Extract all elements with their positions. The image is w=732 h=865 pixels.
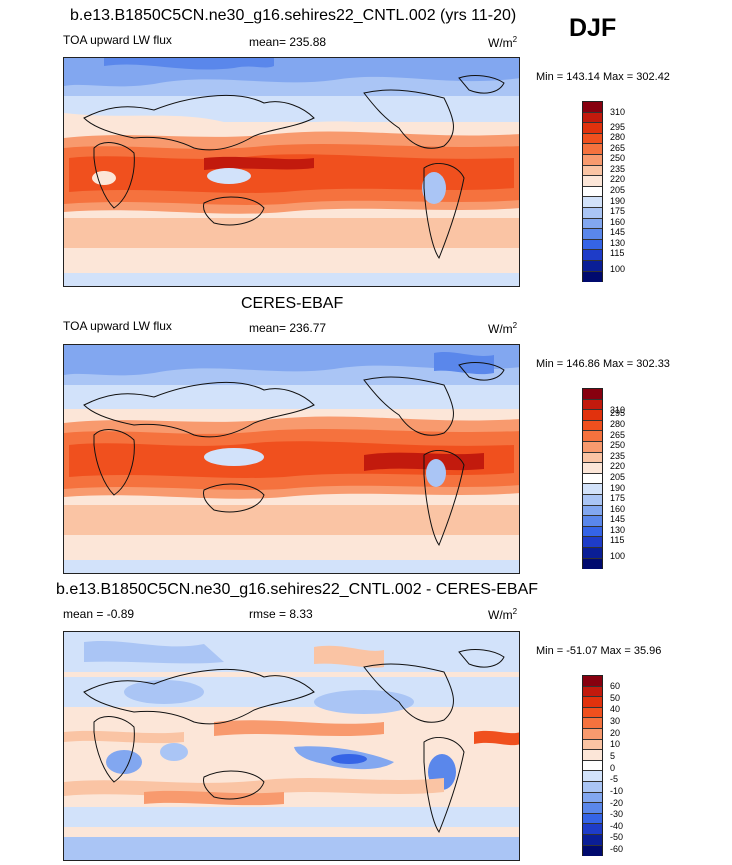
panel1-tick: 280 xyxy=(610,132,626,142)
panel2-map-plot xyxy=(64,345,519,573)
panel2-tick: 175 xyxy=(610,493,626,503)
panel1-tick: 235 xyxy=(610,164,626,174)
panel3-tick: 40 xyxy=(610,704,621,714)
panel3-tick: -20 xyxy=(610,798,624,808)
panel1-tick: 100 xyxy=(610,264,626,274)
panel3-tick: 60 xyxy=(610,681,621,691)
panel2-title: CERES-EBAF xyxy=(241,295,344,312)
panel1-title: b.e13.B1850C5CN.ne30_g16.sehires22_CNTL.… xyxy=(70,7,517,24)
panel1-tick: 145 xyxy=(610,227,626,237)
panel2-tick: 250 xyxy=(610,440,626,450)
panel1-tick: 220 xyxy=(610,174,626,184)
panel2-tick: 280 xyxy=(610,419,626,429)
panel3-rmse: rmse = 8.33 xyxy=(249,607,313,621)
panel1-tick: 115 xyxy=(610,248,625,258)
panel3-tick: -50 xyxy=(610,832,624,842)
panel2-tick: 205 xyxy=(610,472,626,482)
panel3-tick: 5 xyxy=(610,751,616,761)
panel3-tick: -5 xyxy=(610,774,619,784)
panel3-tick: 20 xyxy=(610,728,621,738)
panel2-tick: 220 xyxy=(610,461,626,471)
panel3-tick: -40 xyxy=(610,821,624,831)
panel2-tick: 310 xyxy=(610,405,626,415)
panel2-map xyxy=(63,344,520,574)
panel2-tick: 115 xyxy=(610,535,625,545)
panel3-map xyxy=(63,631,520,861)
panel1-tick: 310 xyxy=(610,107,626,117)
panel1-tick: 130 xyxy=(610,238,626,248)
panel3-tick: 0 xyxy=(610,763,616,773)
panel2-units: W/m2 xyxy=(488,321,518,336)
panel3-tick: 30 xyxy=(610,716,621,726)
panel1-tick: 205 xyxy=(610,185,626,195)
panel3-tick: 10 xyxy=(610,739,621,749)
panel3-tick: -10 xyxy=(610,786,624,796)
panel2-tick: 265 xyxy=(610,430,626,440)
panel1-variable: TOA upward LW flux xyxy=(63,33,172,47)
panel1-map-plot xyxy=(64,58,519,286)
panel3-colorbar xyxy=(582,675,603,857)
panel2-tick: 100 xyxy=(610,551,626,561)
panel1-tick: 250 xyxy=(610,153,626,163)
panel3-mean: mean = -0.89 xyxy=(63,607,135,621)
panel2-mean: mean= 236.77 xyxy=(249,321,327,335)
panel1-map xyxy=(63,57,520,287)
panel2-tick: 145 xyxy=(610,514,626,524)
panel3-tick: 50 xyxy=(610,693,621,703)
panel1-tick: 190 xyxy=(610,196,626,206)
panel1-units: W/m2 xyxy=(488,35,518,50)
panel2-tick: 235 xyxy=(610,451,626,461)
panel1-tick: 295 xyxy=(610,122,626,132)
panel1-mean: mean= 235.88 xyxy=(249,35,327,49)
season-label: DJF xyxy=(569,14,617,42)
panel3-map-plot xyxy=(64,632,519,860)
panel1-minmax: Min = 143.14 Max = 302.42 xyxy=(536,71,670,83)
panel1-colorbar xyxy=(582,101,603,283)
panel1-tick: 175 xyxy=(610,206,626,216)
panel2-variable: TOA upward LW flux xyxy=(63,319,172,333)
panel3-minmax: Min = -51.07 Max = 35.96 xyxy=(536,645,662,657)
panel1-tick: 160 xyxy=(610,217,626,227)
panel3-units: W/m2 xyxy=(488,607,518,622)
panel3-title: b.e13.B1850C5CN.ne30_g16.sehires22_CNTL.… xyxy=(56,581,539,598)
panel2-minmax: Min = 146.86 Max = 302.33 xyxy=(536,358,670,370)
panel2-tick: 190 xyxy=(610,483,626,493)
panel2-colorbar xyxy=(582,388,603,570)
panel2-tick: 295 xyxy=(610,408,626,418)
panel3-tick: -60 xyxy=(610,844,624,854)
panel3-tick: -30 xyxy=(610,809,624,819)
panel1-tick: 265 xyxy=(610,143,626,153)
panel2-tick: 160 xyxy=(610,504,626,514)
panel2-tick: 130 xyxy=(610,525,626,535)
